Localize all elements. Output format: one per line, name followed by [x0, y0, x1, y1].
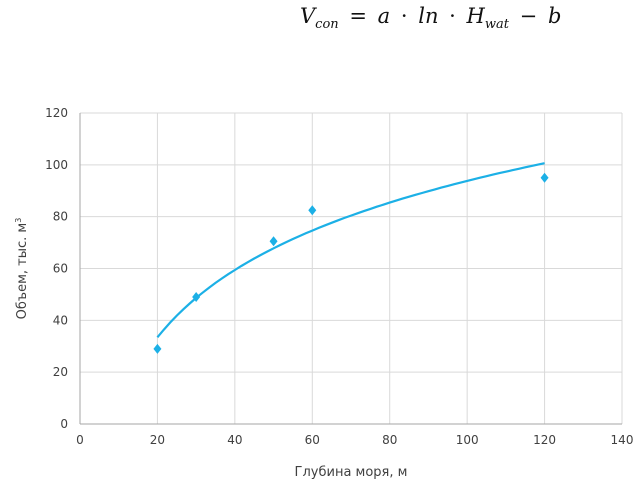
y-tick-label: 100 — [45, 158, 68, 172]
formula-dot-2: · — [449, 4, 456, 28]
y-axis-label: Объем, тыс. м3 — [14, 218, 30, 320]
trendline-group — [156, 162, 545, 339]
grid — [80, 112, 623, 424]
x-tick-label: 0 — [76, 433, 84, 447]
formula-h: H — [466, 4, 485, 28]
data-point — [269, 236, 278, 247]
x-tick-label: 40 — [227, 433, 242, 447]
x-tick-label: 100 — [456, 433, 479, 447]
x-tick-label: 80 — [382, 433, 397, 447]
formula-h-sub: wat — [484, 17, 509, 33]
formula-dot-1: · — [400, 4, 408, 28]
x-tick-label: 140 — [611, 433, 634, 447]
data-point — [192, 292, 201, 303]
x-axis-label: Глубина моря, м — [295, 465, 408, 480]
y-tick-label: 60 — [53, 262, 68, 276]
x-tick-label: 120 — [533, 433, 556, 447]
y-tick-label: 120 — [45, 106, 68, 120]
y-tick-label: 80 — [53, 210, 68, 224]
formula-minus: − — [519, 4, 538, 28]
y-tick-label: 0 — [60, 417, 68, 431]
y-axis-label-sup: 3 — [14, 218, 23, 223]
data-point — [308, 205, 317, 216]
data-points — [153, 172, 549, 354]
x-tick-label: 60 — [305, 433, 320, 447]
x-tick-label: 20 — [150, 433, 165, 447]
trendline — [156, 162, 545, 339]
tick-labels: 0 20 40 60 80 100 120 140 0 20 40 60 80 100 120 — [45, 106, 633, 447]
y-tick-label: 40 — [53, 313, 68, 327]
data-point — [153, 343, 162, 354]
formula-ln: ln — [418, 4, 439, 28]
formula-b: b — [547, 4, 562, 28]
formula-lhs-sub: con — [315, 17, 339, 33]
data-point — [540, 172, 549, 183]
axes — [79, 113, 622, 425]
y-axis-label-text: Объем, тыс. м — [15, 223, 30, 320]
y-tick-label: 20 — [53, 365, 68, 379]
formula-lhs: V — [300, 4, 316, 28]
formula-a: a — [377, 4, 391, 28]
formula: Vcon = a · ln · Hwat − b — [300, 4, 561, 32]
formula-equals: = — [349, 4, 367, 28]
